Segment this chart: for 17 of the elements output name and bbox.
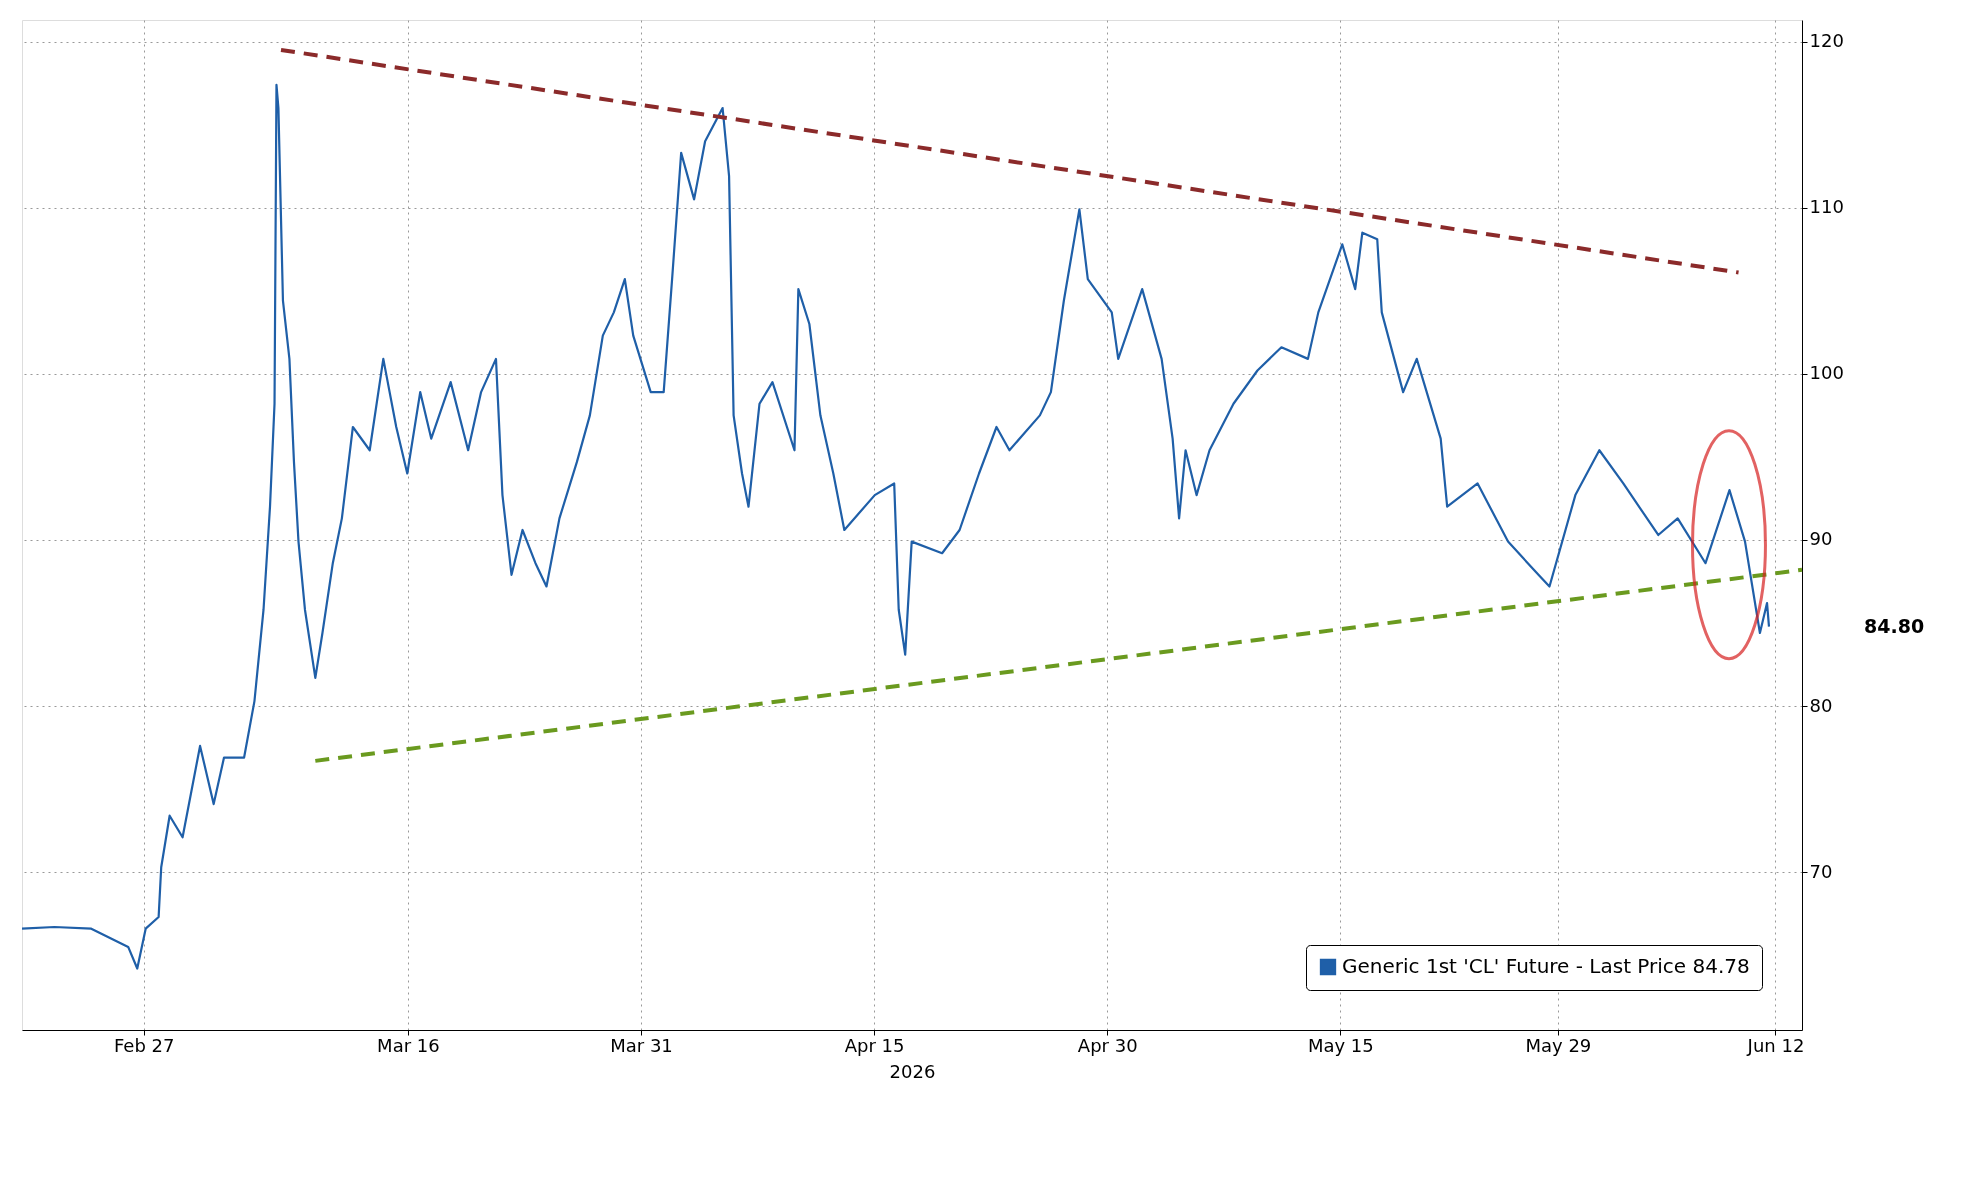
text: 84.80	[1864, 614, 1925, 637]
x-tick-label: May 15	[1307, 1034, 1374, 1056]
legend-label: Generic 1st 'CL' Future - Last Price 84.78	[1342, 954, 1750, 978]
x-axis-title: 2026	[889, 1060, 936, 1082]
x-tick-label: May 29	[1525, 1034, 1592, 1056]
y-tick-label: 100	[1809, 362, 1844, 384]
y-tick-label: 120	[1809, 30, 1844, 52]
y-tick-label: 110	[1809, 196, 1844, 218]
x-tick-label: Jun 12	[1746, 1034, 1805, 1056]
x-tick-label: Mar 16	[377, 1034, 440, 1056]
y-tick-label: 70	[1809, 860, 1833, 882]
x-tick-label: Apr 15	[844, 1034, 905, 1056]
y-tick-label: 80	[1809, 694, 1833, 716]
x-tick-label: Apr 30	[1077, 1034, 1138, 1056]
x-tick-label: Feb 27	[113, 1034, 175, 1056]
x-tick-label: Mar 31	[610, 1034, 673, 1056]
y-tick-label: 90	[1809, 528, 1833, 550]
